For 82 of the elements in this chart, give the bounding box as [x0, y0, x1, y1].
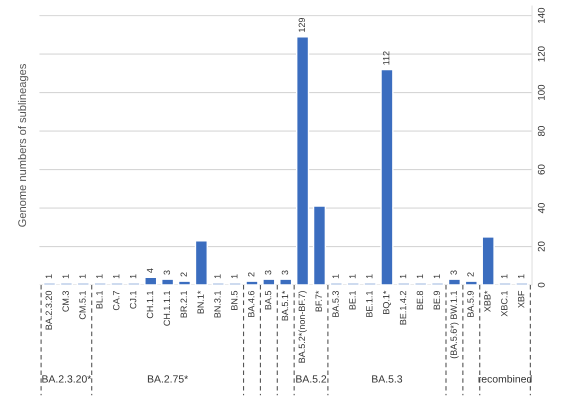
data-label: 1	[130, 274, 136, 278]
data-label: 1	[113, 274, 120, 278]
data-label: 1	[400, 274, 406, 278]
x-tick-label: BL.1	[96, 290, 102, 308]
text: recombined	[478, 375, 532, 383]
bar	[178, 280, 192, 285]
x-tick-label: BA.2.3.20	[46, 290, 52, 330]
x-tick-label: XBF	[518, 290, 524, 308]
x-tick-label: BE.8	[416, 290, 424, 310]
data-label: 1	[518, 274, 524, 278]
x-tick-label: BE.1.1	[366, 290, 372, 317]
x-tick-label: CM.5.1	[79, 290, 86, 320]
data-label: 112	[382, 51, 390, 65]
x-tick-label: XBB*	[484, 290, 491, 312]
data-label: 2	[467, 272, 474, 277]
x-tick-label: BN.5	[231, 290, 238, 310]
x-tick-label: BE.1	[349, 290, 356, 310]
data-label: 1	[62, 274, 69, 278]
bar	[279, 278, 292, 285]
x-tick-label: BE.9	[434, 290, 440, 310]
x-tick-label: BA.5	[264, 290, 272, 310]
x-tick-label: CA.7	[113, 291, 120, 310]
y-tick-label: 40	[538, 203, 545, 214]
bar	[464, 280, 478, 285]
y-tick-label: 60	[538, 164, 545, 174]
data-label: 1	[214, 274, 221, 278]
bar	[161, 278, 174, 285]
x-tick-label: CJ.1	[130, 290, 136, 309]
y-tick-label: 20	[538, 241, 545, 252]
bar	[312, 205, 326, 285]
data-label: 1	[96, 274, 102, 278]
x-tick-label: CH.1.1.1	[164, 290, 170, 326]
text: BA.5.3	[372, 375, 402, 383]
data-label: 1	[79, 274, 86, 278]
bar	[296, 36, 310, 285]
x-tick-label: XBC.1	[501, 290, 508, 316]
x-tick-label: BA.4.6	[248, 290, 254, 317]
x-tick-label: BQ.1*	[382, 290, 391, 314]
x-tick-label: CH.1.1	[146, 290, 154, 318]
x-tick-label: BA.5.2*(non-BF.7)	[298, 291, 307, 363]
y-tick-label: 140	[538, 8, 545, 23]
data-label: 1	[46, 274, 52, 278]
x-tick-label: BA.5.3	[332, 290, 339, 317]
y-tick-label: 120	[538, 46, 545, 62]
text: BA.2.75*	[148, 375, 188, 383]
data-label: 1	[366, 274, 372, 278]
data-label: 4	[146, 268, 154, 273]
data-label: 1	[501, 274, 508, 278]
data-label: 1	[349, 274, 356, 278]
data-label: 2	[180, 272, 187, 277]
bar	[245, 280, 259, 285]
x-tick-label: BF.7*	[316, 290, 322, 312]
data-label: 2	[248, 272, 254, 277]
x-tick-label: BE.1.4.2	[400, 291, 406, 324]
data-label: 1	[332, 274, 339, 278]
data-label: 3	[164, 270, 170, 275]
y-tick-label: 80	[538, 126, 545, 136]
bar	[380, 68, 394, 285]
x-tick-label: BN.1*	[197, 290, 204, 314]
x-tick-label: CM.3	[62, 290, 69, 312]
bar	[482, 236, 495, 285]
x-tick-label: BA.5.1*	[282, 290, 288, 320]
y-tick-label: 0	[538, 282, 545, 288]
data-label: 3	[450, 270, 457, 275]
x-tick-label: BA.5.9	[467, 290, 474, 317]
text: BA.5.2	[296, 375, 326, 383]
x-tick-label: BR.2.1	[180, 290, 187, 318]
x-tick-label: BN.3.1	[214, 290, 221, 318]
bar	[144, 276, 158, 285]
text: BA.2.3.20*	[42, 375, 92, 383]
bar	[262, 278, 276, 285]
bar	[448, 278, 462, 285]
data-label: 3	[264, 270, 272, 275]
data-label: 1	[231, 274, 238, 278]
data-label: 129	[298, 18, 306, 32]
data-label: 3	[282, 270, 288, 275]
data-label: 1	[416, 274, 424, 278]
data-label: 1	[434, 274, 440, 278]
x-tick-label: (BA.5.6*) BW.1.1	[450, 290, 459, 358]
bar	[194, 240, 208, 285]
y-tick-label: 100	[538, 84, 545, 100]
y-axis-title: Genome numbers of sublineages	[18, 64, 28, 227]
